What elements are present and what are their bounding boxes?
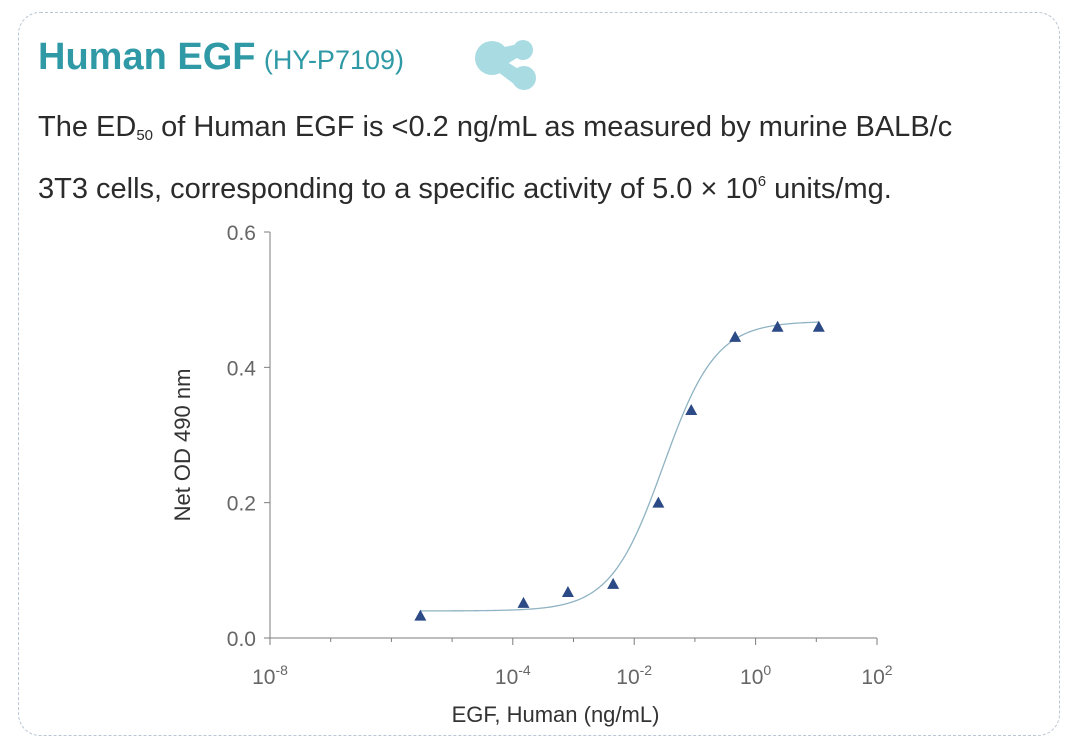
x-tick-label: 10-8	[252, 662, 288, 689]
catalog-number: (HY-P7109)	[263, 45, 404, 75]
data-point-triangle	[812, 320, 825, 332]
x-tick-label: 100	[740, 662, 771, 689]
x-axis-label: EGF, Human (ng/mL)	[452, 702, 660, 727]
molecule-logo-icon	[470, 36, 540, 97]
data-point-triangle	[607, 577, 620, 589]
data-point-triangle	[771, 320, 784, 332]
product-name: Human EGF	[38, 36, 256, 78]
x-tick-label: 10-4	[495, 662, 531, 689]
data-point-triangle	[517, 596, 530, 608]
y-tick-label: 0.6	[227, 222, 256, 245]
data-point-triangle	[652, 496, 665, 508]
product-title: Human EGF (HY-P7109)	[38, 36, 404, 79]
x-tick-label: 10-2	[616, 662, 652, 689]
y-tick-label: 0.4	[227, 357, 257, 380]
y-tick-label: 0.2	[227, 493, 256, 516]
fit-curve	[420, 321, 819, 612]
product-card	[18, 12, 1060, 736]
data-point-triangle	[729, 330, 742, 342]
data-point-triangle	[414, 609, 427, 621]
y-axis-label: Net OD 490 nm	[170, 369, 195, 522]
y-tick-label: 0.0	[227, 628, 256, 651]
data-point-triangle	[685, 403, 698, 415]
data-point-triangle	[561, 585, 574, 597]
x-tick-label: 102	[861, 662, 892, 689]
activity-description: The ED50 of Human EGF is <0.2 ng/mL as m…	[38, 111, 953, 205]
